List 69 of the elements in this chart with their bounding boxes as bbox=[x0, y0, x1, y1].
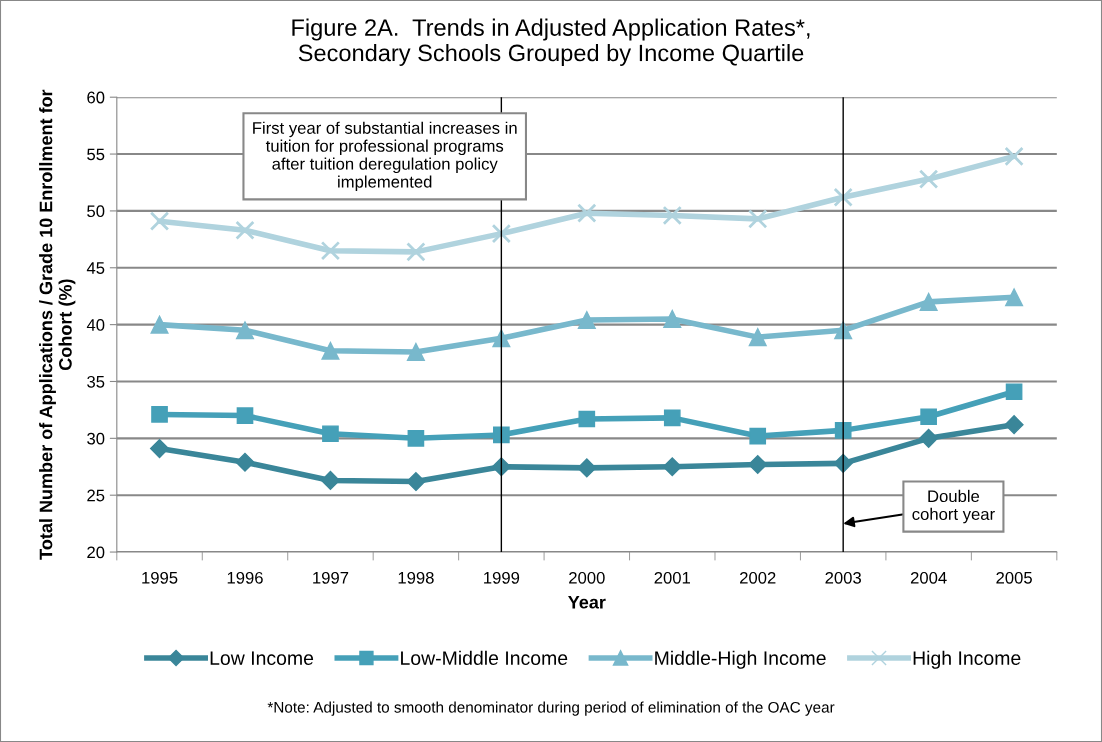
x-tick-label: 2003 bbox=[825, 571, 861, 584]
point bbox=[320, 240, 341, 261]
point bbox=[407, 430, 425, 447]
point bbox=[491, 223, 512, 244]
point bbox=[578, 410, 596, 428]
point bbox=[919, 428, 939, 448]
x-tick-label: 1997 bbox=[313, 571, 349, 584]
x-tick-label: 1996 bbox=[227, 571, 263, 584]
y-tick-label: 60 bbox=[87, 91, 105, 104]
point bbox=[235, 220, 255, 240]
point bbox=[150, 315, 169, 334]
legend-label: Low Income bbox=[210, 651, 314, 666]
x-tick-label: 1999 bbox=[484, 571, 520, 584]
y-tick-label: 30 bbox=[87, 432, 105, 445]
point bbox=[149, 211, 170, 231]
x-tick-label: 2004 bbox=[910, 571, 947, 584]
point bbox=[748, 209, 768, 229]
x-tick-label: 1998 bbox=[398, 571, 434, 584]
point bbox=[1005, 288, 1024, 307]
point bbox=[662, 457, 682, 477]
y-tick-label: 25 bbox=[87, 489, 105, 502]
y-tick-label: 40 bbox=[86, 319, 105, 331]
point bbox=[748, 328, 767, 347]
point bbox=[406, 242, 426, 262]
point bbox=[577, 458, 597, 478]
text: *Note: Adjusted to smooth denominator during period of elimination of the OAC year bbox=[267, 701, 835, 716]
point bbox=[748, 454, 768, 475]
point bbox=[577, 311, 596, 330]
y-tick-label: 35 bbox=[87, 375, 105, 388]
point bbox=[406, 472, 426, 492]
x-axis-title: Year bbox=[568, 596, 606, 609]
point bbox=[322, 425, 339, 443]
x-tick-label: 2001 bbox=[654, 571, 690, 584]
point bbox=[919, 292, 938, 311]
point bbox=[833, 187, 853, 207]
annotation: First year of substantial increases in tuition for professional programs after tuition deregulation policy implemented bbox=[253, 121, 517, 192]
y-tick-label: 20 bbox=[87, 546, 105, 559]
point bbox=[662, 205, 682, 226]
y-axis-title: Total Number of Applications / Grade 10 Enrollment for Cohort (%) bbox=[39, 89, 76, 560]
x-tick-label: 2005 bbox=[996, 571, 1032, 584]
point bbox=[151, 406, 168, 423]
x-tick-label: 2000 bbox=[569, 571, 605, 584]
point bbox=[493, 426, 510, 444]
point bbox=[235, 321, 255, 340]
point bbox=[235, 452, 255, 472]
y-tick-label: 55 bbox=[87, 148, 105, 161]
point bbox=[1004, 146, 1024, 167]
point bbox=[236, 407, 254, 424]
legend-label: Low-Middle Income bbox=[401, 650, 568, 666]
chart-title: Figure 2A. Trends in Adjusted Application Rates*, Secondary Schools Grouped by Income Quartile bbox=[292, 18, 810, 66]
legend-label: High Income bbox=[913, 650, 1021, 669]
point bbox=[918, 169, 939, 189]
x-tick-label: 1995 bbox=[142, 571, 178, 584]
point bbox=[920, 408, 937, 426]
point bbox=[1004, 415, 1024, 435]
y-tick-label: 45 bbox=[86, 262, 105, 274]
legend-label: Middle-High Income bbox=[655, 650, 826, 669]
point bbox=[663, 309, 682, 328]
point bbox=[406, 342, 425, 361]
point bbox=[577, 203, 597, 223]
point bbox=[320, 470, 340, 490]
annotation: Double cohort year bbox=[912, 489, 995, 524]
x-tick-label: 2002 bbox=[740, 571, 776, 584]
point bbox=[1005, 383, 1023, 401]
point bbox=[663, 409, 681, 427]
y-tick-label: 50 bbox=[87, 205, 105, 218]
point bbox=[150, 439, 170, 459]
point bbox=[321, 341, 340, 360]
point bbox=[749, 427, 767, 445]
